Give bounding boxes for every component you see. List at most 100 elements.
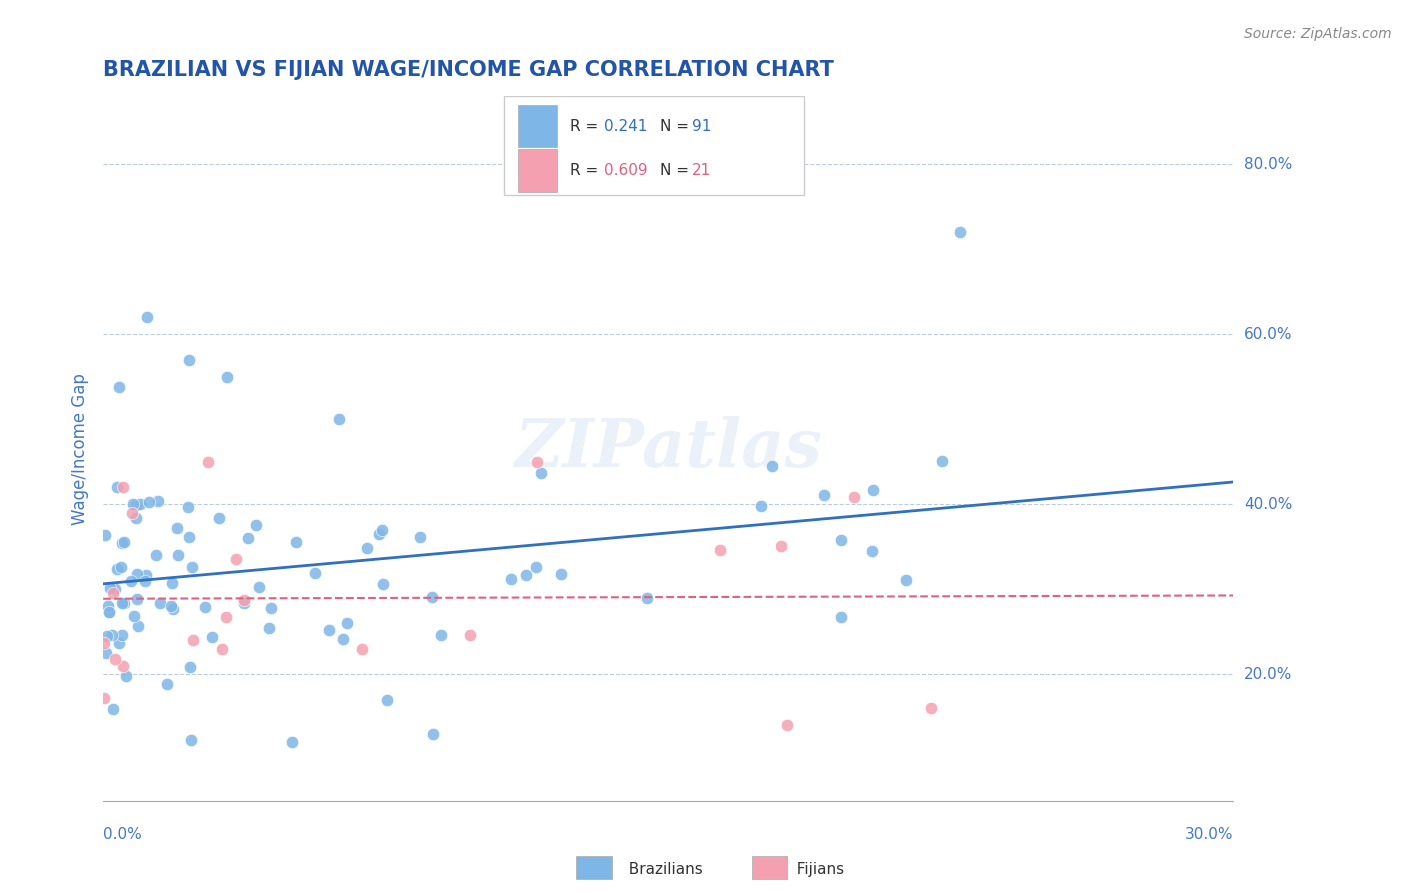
Point	[304, 566, 326, 580]
Point	[217, 369, 239, 384]
Text: Source: ZipAtlas.com: Source: ZipAtlas.com	[1244, 27, 1392, 41]
Point	[124, 510, 146, 524]
Point	[156, 676, 179, 690]
FancyBboxPatch shape	[517, 105, 557, 147]
Point	[201, 630, 224, 644]
Point	[93, 691, 115, 706]
Point	[166, 521, 188, 535]
Point	[112, 534, 135, 549]
Point	[232, 596, 254, 610]
Point	[145, 548, 167, 562]
Point	[336, 615, 359, 630]
Point	[101, 586, 124, 600]
Point	[247, 580, 270, 594]
Point	[129, 497, 152, 511]
Point	[100, 581, 122, 595]
Point	[124, 498, 146, 512]
Point	[420, 591, 443, 605]
Point	[245, 518, 267, 533]
Point	[430, 628, 453, 642]
Point	[842, 490, 865, 504]
Point	[98, 605, 121, 619]
Point	[111, 480, 134, 494]
Text: Brazilians: Brazilians	[619, 863, 703, 877]
Point	[281, 735, 304, 749]
Point	[636, 591, 658, 605]
Text: 0.609: 0.609	[603, 163, 647, 178]
Point	[894, 573, 917, 587]
Text: 60.0%: 60.0%	[1244, 326, 1292, 342]
Point	[114, 669, 136, 683]
Point	[138, 495, 160, 509]
Point	[920, 701, 942, 715]
Point	[177, 530, 200, 544]
Point	[332, 632, 354, 646]
Point	[409, 530, 432, 544]
Point	[127, 592, 149, 607]
Text: R =: R =	[569, 163, 603, 178]
Point	[162, 602, 184, 616]
Point	[194, 599, 217, 614]
Point	[501, 572, 523, 586]
Point	[761, 458, 783, 473]
Point	[259, 621, 281, 635]
Point	[112, 659, 135, 673]
Point	[236, 531, 259, 545]
Point	[120, 574, 142, 588]
Point	[149, 596, 172, 610]
Point	[370, 524, 392, 538]
FancyBboxPatch shape	[517, 149, 557, 192]
Point	[162, 576, 184, 591]
Point	[135, 568, 157, 582]
Point	[122, 609, 145, 624]
FancyBboxPatch shape	[505, 96, 804, 195]
Point	[949, 225, 972, 239]
Point	[110, 560, 132, 574]
Point	[94, 528, 117, 542]
Point	[232, 592, 254, 607]
Point	[104, 652, 127, 666]
Point	[121, 506, 143, 520]
Point	[96, 630, 118, 644]
Point	[179, 659, 201, 673]
Point	[830, 609, 852, 624]
Point	[197, 455, 219, 469]
Point	[284, 535, 307, 549]
Point	[862, 483, 884, 497]
Point	[260, 600, 283, 615]
Point	[104, 582, 127, 597]
Point	[176, 500, 198, 514]
Point	[458, 627, 481, 641]
Point	[146, 494, 169, 508]
Point	[111, 627, 134, 641]
Point	[422, 726, 444, 740]
Point	[350, 641, 373, 656]
Point	[112, 596, 135, 610]
Point	[127, 566, 149, 581]
Point	[134, 574, 156, 589]
Point	[166, 548, 188, 562]
Point	[180, 733, 202, 747]
Point	[776, 718, 799, 732]
Text: BRAZILIAN VS FIJIAN WAGE/INCOME GAP CORRELATION CHART: BRAZILIAN VS FIJIAN WAGE/INCOME GAP CORR…	[103, 60, 834, 79]
Point	[96, 646, 118, 660]
Point	[524, 560, 547, 574]
Point	[550, 567, 572, 582]
Text: 0.241: 0.241	[603, 119, 647, 134]
Point	[177, 352, 200, 367]
Point	[108, 380, 131, 394]
Point	[356, 541, 378, 555]
Point	[515, 568, 537, 582]
Point	[107, 479, 129, 493]
Point	[367, 527, 389, 541]
Point	[371, 577, 394, 591]
Point	[749, 499, 772, 513]
Point	[813, 488, 835, 502]
Point	[97, 599, 120, 614]
Text: R =: R =	[569, 119, 603, 134]
Point	[709, 542, 731, 557]
Point	[225, 552, 247, 566]
Point	[526, 455, 548, 469]
Point	[215, 610, 238, 624]
Text: 80.0%: 80.0%	[1244, 157, 1292, 172]
